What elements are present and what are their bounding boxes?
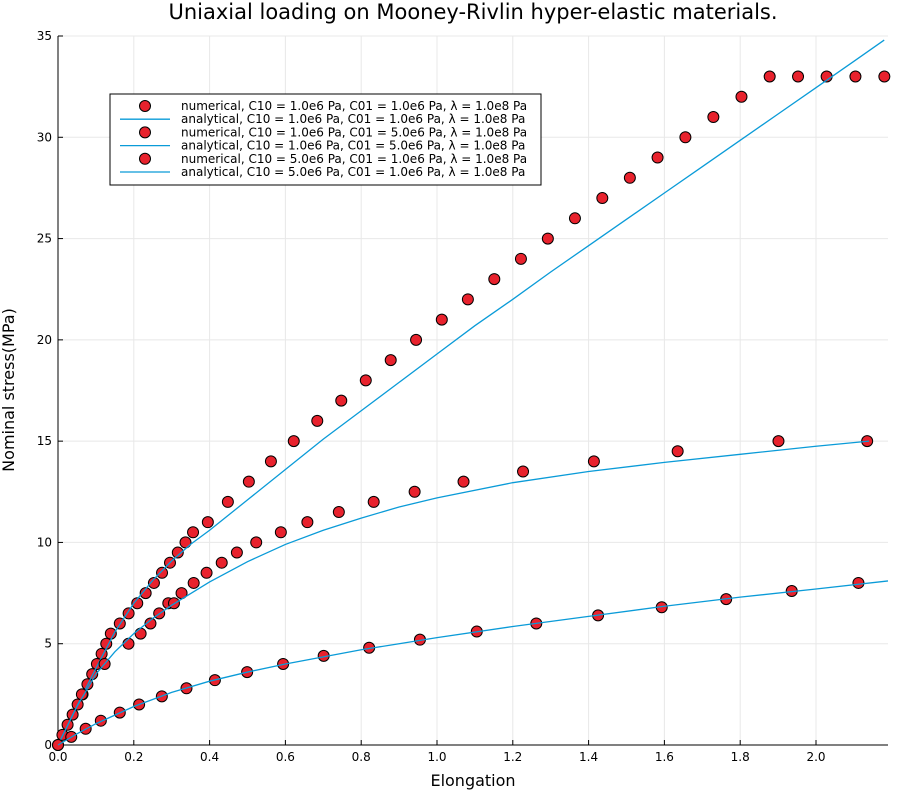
x-tick-label: 0.4: [200, 750, 219, 764]
series-3: [52, 435, 874, 751]
legend-entry: analytical, C10 = 5.0e6 Pa, C01 = 1.0e6 …: [181, 165, 525, 179]
data-point: [671, 445, 684, 458]
legend-entry: analytical, C10 = 1.0e6 Pa, C01 = 1.0e6 …: [181, 112, 525, 126]
x-tick-label: 0.2: [124, 750, 143, 764]
x-tick-label: 0.8: [352, 750, 371, 764]
data-point: [763, 70, 776, 83]
data-point: [94, 714, 107, 727]
axes: 0.0 0.2 0.4 0.6 0.8 1.0 1.2 1.4 1.6 1.8 2.0 0 5 10 15 2…: [37, 29, 888, 764]
series-1: [56, 70, 891, 741]
x-tick-label: 0.0: [48, 750, 67, 764]
series-6: [57, 580, 889, 746]
data-point: [852, 576, 865, 589]
data-point: [332, 506, 345, 519]
y-tick-label: 20: [37, 333, 52, 347]
data-point: [457, 475, 470, 488]
series-4: [57, 440, 870, 746]
data-point: [201, 516, 214, 529]
series-2: [57, 39, 885, 746]
data-point: [596, 192, 609, 205]
plot-series: [52, 39, 891, 751]
data-point: [156, 566, 169, 579]
data-point: [679, 131, 692, 144]
data-point: [792, 70, 805, 83]
legend-entry: numerical, C10 = 5.0e6 Pa, C01 = 1.0e6 P…: [181, 152, 527, 166]
data-point: [408, 485, 421, 498]
data-point: [75, 688, 88, 701]
data-point: [134, 627, 147, 640]
data-point: [144, 617, 157, 630]
data-point: [215, 556, 228, 569]
legend-entry: analytical, C10 = 1.0e6 Pa, C01 = 5.0e6 …: [181, 139, 525, 153]
data-point: [242, 475, 255, 488]
data-point: [187, 526, 200, 539]
data-point: [517, 465, 530, 478]
data-point: [131, 597, 144, 610]
data-point: [230, 546, 243, 559]
x-axis-label: Elongation: [430, 771, 515, 790]
legend-entry: numerical, C10 = 1.0e6 Pa, C01 = 5.0e6 P…: [181, 125, 527, 139]
data-point: [221, 495, 234, 508]
legend-entry: numerical, C10 = 1.0e6 Pa, C01 = 1.0e6 P…: [181, 99, 527, 113]
y-tick-label: 5: [44, 637, 52, 651]
chart-title: Uniaxial loading on Mooney-Rivlin hyper-…: [168, 0, 777, 24]
data-point: [488, 273, 501, 286]
legend-marker-swatch: [139, 152, 151, 165]
data-point: [122, 637, 135, 650]
x-tick-label: 1.4: [579, 750, 598, 764]
legend: numerical, C10 = 1.0e6 Pa, C01 = 1.0e6 P…: [109, 93, 542, 186]
data-point: [435, 313, 448, 326]
y-tick-label: 0: [44, 738, 52, 752]
data-point: [541, 232, 554, 245]
data-point: [772, 435, 785, 448]
x-tick-label: 1.0: [427, 750, 446, 764]
data-point: [264, 455, 277, 468]
series-line: [57, 440, 870, 746]
data-point: [623, 171, 636, 184]
data-point: [274, 526, 287, 539]
y-axis-label: Nominal stress(MPa): [0, 308, 18, 472]
legend-marker-swatch: [139, 126, 151, 139]
data-point: [707, 111, 720, 124]
x-tick-label: 1.8: [731, 750, 750, 764]
data-point: [461, 293, 474, 306]
data-point: [878, 70, 891, 83]
data-point: [514, 252, 527, 265]
y-tick-label: 35: [37, 29, 52, 43]
data-point: [139, 587, 152, 600]
data-point: [410, 333, 423, 346]
data-point: [311, 414, 324, 427]
x-tick-label: 1.2: [503, 750, 522, 764]
data-point: [200, 566, 213, 579]
data-point: [384, 354, 397, 367]
data-point: [250, 536, 263, 549]
data-point: [359, 374, 372, 387]
data-point: [367, 495, 380, 508]
data-point: [735, 90, 748, 103]
y-tick-label: 30: [37, 130, 52, 144]
legend-box: [109, 93, 542, 186]
x-tick-label: 2.0: [806, 750, 825, 764]
x-tick-label: 1.6: [655, 750, 674, 764]
data-point: [651, 151, 664, 164]
data-point: [568, 212, 581, 225]
data-point: [301, 516, 314, 529]
data-point: [287, 435, 300, 448]
x-tick-label: 0.6: [276, 750, 295, 764]
data-point: [587, 455, 600, 468]
y-tick-label: 15: [37, 434, 52, 448]
series-line: [57, 39, 885, 746]
y-tick-label: 10: [37, 535, 52, 549]
data-point: [171, 546, 184, 559]
data-point: [179, 536, 192, 549]
y-tick-label: 25: [37, 232, 52, 246]
series-line: [57, 580, 889, 746]
legend-marker-swatch: [139, 100, 151, 112]
data-point: [335, 394, 348, 407]
data-point: [849, 70, 862, 83]
data-point: [147, 576, 160, 589]
data-point: [187, 576, 200, 589]
